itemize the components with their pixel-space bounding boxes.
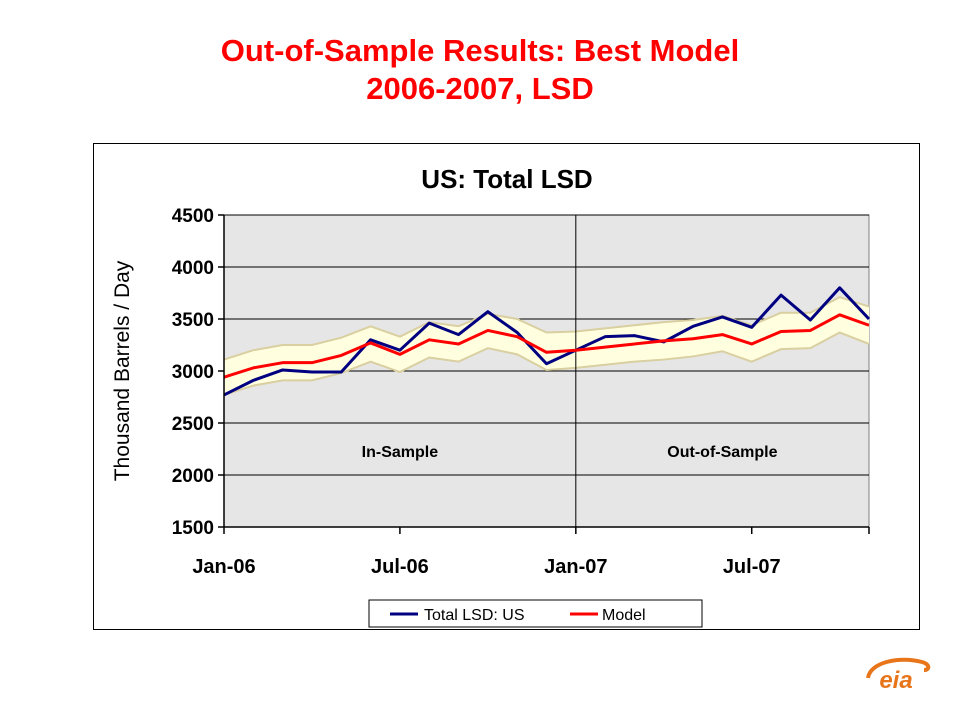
y-tick-label: 4000 — [172, 258, 214, 279]
y-tick-label: 3000 — [172, 362, 214, 383]
eia-logo: eia — [866, 657, 931, 694]
legend-label: Total LSD: US — [424, 607, 524, 624]
x-tick-label: Jan-06 — [192, 556, 255, 578]
legend-label: Model — [602, 607, 646, 624]
legend-box — [368, 599, 703, 628]
band-lower-edge — [223, 331, 870, 396]
y-tick-label: 3500 — [172, 310, 214, 331]
y-axis-label: Thousand Barrels / Day — [111, 260, 134, 481]
x-tick-label: Jul-07 — [723, 556, 781, 578]
y-tick-label: 2000 — [172, 466, 214, 487]
chart-title: US: Total LSD — [421, 164, 592, 194]
slide-title-line2: 2006-2007, LSD — [366, 71, 594, 106]
legend: Total LSD: US Model — [368, 599, 703, 628]
region-label-out-of-sample: Out-of-Sample — [667, 444, 777, 461]
y-tick-label: 1500 — [172, 518, 214, 539]
region-label-in-sample: In-Sample — [362, 444, 439, 461]
slide-title-line1: Out-of-Sample Results: Best Model — [220, 33, 740, 68]
y-tick-label: 4500 — [172, 206, 214, 227]
series-line-model — [223, 313, 870, 379]
x-tick-label: Jan-07 — [544, 556, 607, 578]
y-tick-label: 2500 — [172, 414, 214, 435]
x-tick-label: Jul-06 — [371, 556, 429, 578]
slide-title: Out-of-Sample Results: Best Model 2006-2… — [0, 32, 960, 108]
svg-text:eia: eia — [879, 667, 912, 694]
series-line-actual — [223, 286, 871, 397]
band-upper-edge — [223, 296, 870, 361]
